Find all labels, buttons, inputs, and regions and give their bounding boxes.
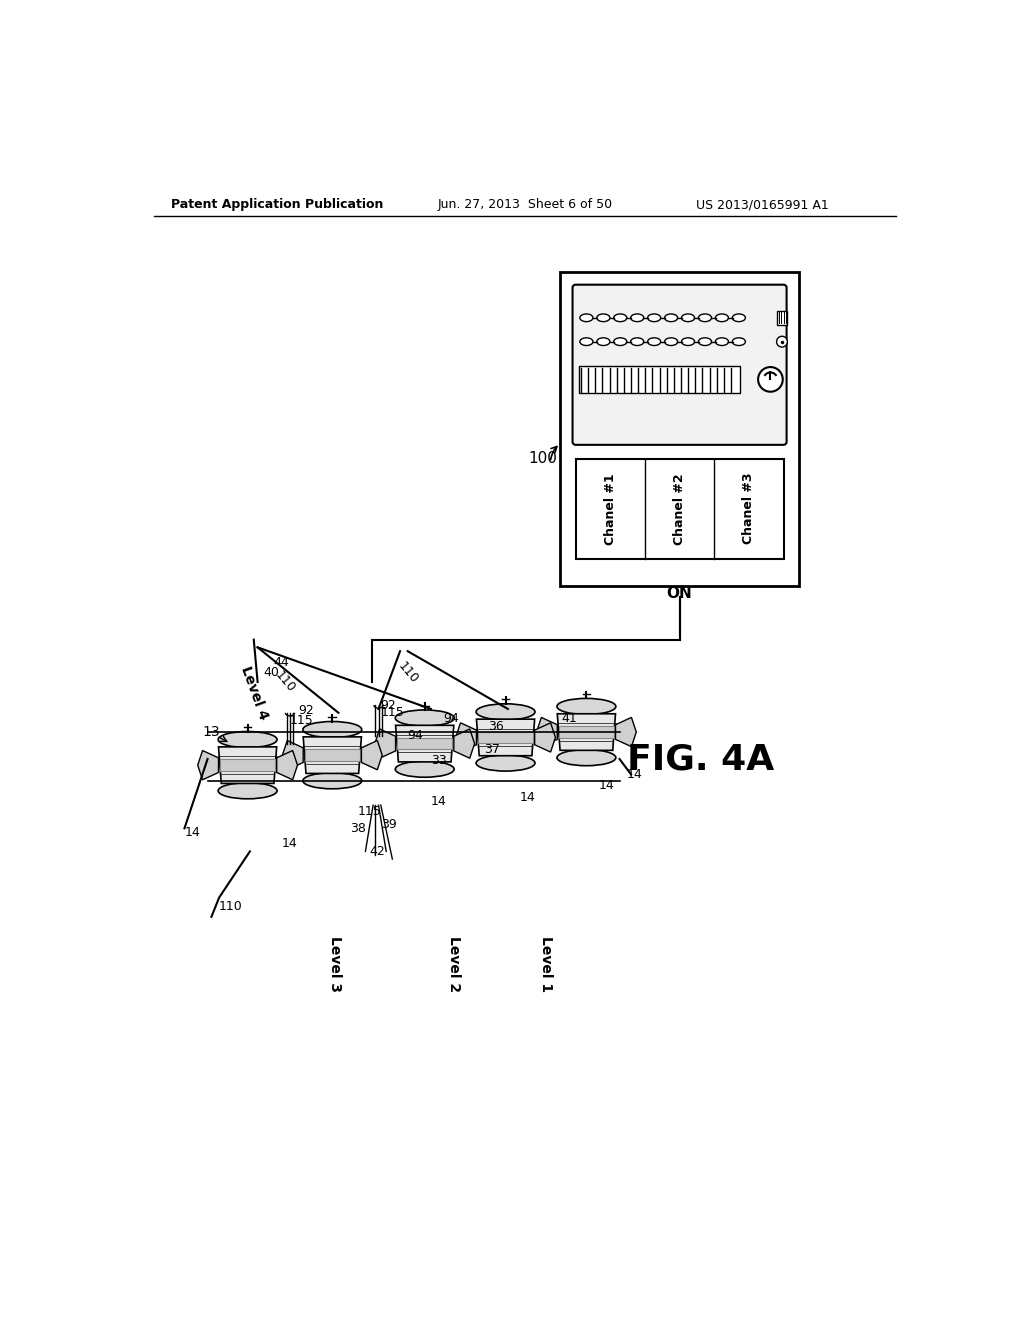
Ellipse shape [665,314,678,322]
Text: 14: 14 [184,825,200,838]
Ellipse shape [557,698,615,714]
Text: 40: 40 [263,667,280,680]
Text: 14: 14 [519,791,535,804]
Polygon shape [535,723,555,752]
Text: Chanel #3: Chanel #3 [742,473,756,544]
Text: 110: 110 [219,900,243,913]
Text: Chanel #2: Chanel #2 [673,473,686,545]
Text: 33: 33 [431,754,446,767]
Polygon shape [361,741,382,770]
Text: 92: 92 [381,698,396,711]
Polygon shape [397,738,453,750]
Ellipse shape [698,314,712,322]
Text: 94: 94 [408,730,423,742]
Text: 41: 41 [561,713,578,726]
Ellipse shape [580,338,593,346]
Ellipse shape [698,338,712,346]
Text: US 2013/0165991 A1: US 2013/0165991 A1 [695,198,828,211]
Ellipse shape [597,338,610,346]
Ellipse shape [716,338,728,346]
Text: 39: 39 [381,818,396,832]
Ellipse shape [631,338,644,346]
Ellipse shape [613,314,627,322]
Ellipse shape [665,338,678,346]
Ellipse shape [303,772,361,789]
Text: 100: 100 [528,451,557,466]
Polygon shape [476,719,535,756]
Text: 36: 36 [487,721,504,733]
Text: 44: 44 [273,656,290,669]
Polygon shape [559,726,614,738]
Text: 38: 38 [350,822,366,834]
Polygon shape [557,714,615,750]
Polygon shape [375,729,395,758]
FancyBboxPatch shape [572,285,786,445]
Text: Chanel #1: Chanel #1 [604,473,616,545]
Ellipse shape [218,783,278,799]
Ellipse shape [597,314,610,322]
Bar [575,459,783,558]
Polygon shape [456,723,476,752]
Ellipse shape [647,314,660,322]
Text: 13: 13 [203,725,220,739]
Polygon shape [303,737,361,774]
Polygon shape [395,725,454,762]
Polygon shape [537,718,557,747]
Polygon shape [454,729,474,758]
Ellipse shape [613,338,627,346]
Ellipse shape [732,338,745,346]
Ellipse shape [732,314,745,322]
Ellipse shape [476,755,535,771]
Polygon shape [198,751,218,780]
Text: 115: 115 [381,706,404,719]
Text: 14: 14 [599,779,614,792]
Bar [777,312,786,325]
Text: 115: 115 [290,714,313,727]
Ellipse shape [580,314,593,322]
Text: Jun. 27, 2013  Sheet 6 of 50: Jun. 27, 2013 Sheet 6 of 50 [437,198,612,211]
Polygon shape [615,718,636,747]
Text: Level 4: Level 4 [238,664,270,722]
Text: 14: 14 [431,795,446,808]
Text: 42: 42 [369,845,385,858]
Ellipse shape [395,762,455,777]
Text: 14: 14 [282,837,298,850]
Ellipse shape [476,704,535,719]
Ellipse shape [218,731,278,747]
Ellipse shape [682,338,694,346]
Text: 110: 110 [395,660,421,686]
Text: Level 3: Level 3 [328,936,342,993]
Polygon shape [283,741,303,770]
Polygon shape [220,759,275,771]
Ellipse shape [716,314,728,322]
Polygon shape [304,750,360,762]
Text: Patent Application Publication: Patent Application Publication [171,198,383,211]
Ellipse shape [647,338,660,346]
Text: 94: 94 [443,713,459,726]
Polygon shape [218,747,276,784]
Polygon shape [478,731,534,743]
Text: 115: 115 [357,805,381,818]
Ellipse shape [395,710,455,726]
Ellipse shape [631,314,644,322]
Ellipse shape [303,722,361,738]
Circle shape [758,367,782,392]
Text: ON: ON [667,586,692,601]
Text: 14: 14 [627,768,643,781]
Text: FIG. 4A: FIG. 4A [627,742,774,776]
Text: 92: 92 [298,704,314,717]
Polygon shape [276,751,298,780]
Bar [579,367,740,393]
Circle shape [776,337,787,347]
Text: Level 1: Level 1 [540,936,553,993]
Text: 110: 110 [272,669,297,696]
Ellipse shape [682,314,694,322]
Text: 37: 37 [484,743,501,756]
Ellipse shape [557,750,615,766]
Bar [560,272,799,586]
Text: Level 2: Level 2 [446,936,461,993]
